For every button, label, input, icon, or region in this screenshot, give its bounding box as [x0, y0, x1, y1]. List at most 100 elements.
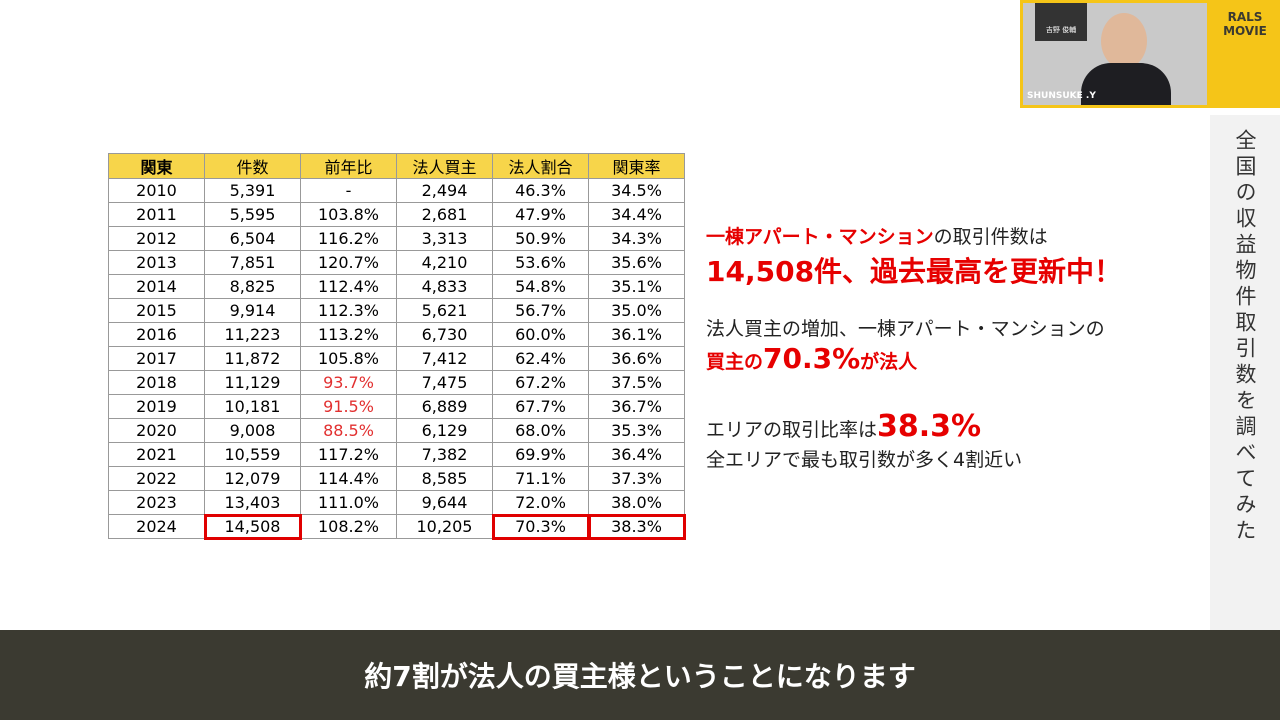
table-cell: 2011 — [108, 202, 205, 227]
table-cell: 72.0% — [492, 490, 589, 515]
table-cell: 11,129 — [204, 370, 301, 395]
table-cell: 36.7% — [588, 394, 685, 419]
table-cell: 91.5% — [300, 394, 397, 419]
caption-text: 約7割が法人の買主様ということになります — [364, 660, 916, 693]
table-cell: 5,595 — [204, 202, 301, 227]
table-cell: 7,382 — [396, 442, 493, 467]
header-cell: 関東率 — [588, 153, 685, 179]
table-cell: 103.8% — [300, 202, 397, 227]
table-cell: 10,559 — [204, 442, 301, 467]
table-row: 2017 11,872 105.8% 7,412 62.4% 36.6% — [108, 346, 685, 371]
table-cell: 2012 — [108, 226, 205, 251]
logo-text: MOVIE — [1223, 24, 1267, 38]
caption: 約7割が法人の買主様ということになります — [0, 630, 1280, 720]
table-cell: 2016 — [108, 322, 205, 347]
table-cell: 120.7% — [300, 250, 397, 275]
table-row: 2021 10,559 117.2% 7,382 69.9% 36.4% — [108, 442, 685, 467]
table-cell: 88.5% — [300, 418, 397, 443]
logo-text: RALS — [1227, 10, 1263, 24]
table-cell: 67.7% — [492, 394, 589, 419]
table-cell: 12,079 — [204, 466, 301, 491]
table-row: 2015 9,914 112.3% 5,621 56.7% 35.0% — [108, 298, 685, 323]
table-cell: 4,210 — [396, 250, 493, 275]
table-cell: 108.2% — [300, 514, 397, 539]
table-cell: 13,403 — [204, 490, 301, 515]
table-cell: 2,494 — [396, 178, 493, 203]
person-body — [1081, 63, 1171, 105]
table-cell: 3,313 — [396, 226, 493, 251]
table-cell: 62.4% — [492, 346, 589, 371]
sidebar-title: 全国の収益物件取引数を調べてみた — [1233, 129, 1257, 545]
table-cell: 37.5% — [588, 370, 685, 395]
table-row: 2022 12,079 114.4% 8,585 71.1% 37.3% — [108, 466, 685, 491]
logo: RALS MOVIE — [1210, 0, 1280, 108]
table-cell: 105.8% — [300, 346, 397, 371]
note-text: 一棟アパート・マンション — [706, 226, 934, 248]
table-cell: 2023 — [108, 490, 205, 515]
table-row: 2020 9,008 88.5% 6,129 68.0% 35.3% — [108, 418, 685, 443]
note-highlight: 70.3% — [763, 342, 861, 375]
table-cell: 11,872 — [204, 346, 301, 371]
note-text: 法人買主の増加、一棟アパート・マンションの — [706, 318, 1105, 340]
table-cell: 36.1% — [588, 322, 685, 347]
note-text: 全エリアで最も取引数が多く4割近い — [706, 449, 1023, 471]
table-row: 2013 7,851 120.7% 4,210 53.6% 35.6% — [108, 250, 685, 275]
table-cell: 2020 — [108, 418, 205, 443]
table-cell: 67.2% — [492, 370, 589, 395]
table-cell: 9,008 — [204, 418, 301, 443]
table-cell: 68.0% — [492, 418, 589, 443]
table-cell: 6,129 — [396, 418, 493, 443]
table-row: 2023 13,403 111.0% 9,644 72.0% 38.0% — [108, 490, 685, 515]
table-row: 2014 8,825 112.4% 4,833 54.8% 35.1% — [108, 274, 685, 299]
note-text: が法人 — [860, 351, 918, 373]
note-2: 法人買主の増加、一棟アパート・マンションの 買主の70.3%が法人 — [706, 314, 1105, 377]
table-cell: 112.4% — [300, 274, 397, 299]
table-cell: 93.7% — [300, 370, 397, 395]
table-cell: 4,833 — [396, 274, 493, 299]
table-cell: 8,825 — [204, 274, 301, 299]
table-cell: 116.2% — [300, 226, 397, 251]
table-cell: 5,621 — [396, 298, 493, 323]
table-row: 2011 5,595 103.8% 2,681 47.9% 34.4% — [108, 202, 685, 227]
webcam-sign: 吉野 俊輔 — [1035, 3, 1087, 41]
header-cell: 法人買主 — [396, 153, 493, 179]
table-cell: 2013 — [108, 250, 205, 275]
table-cell: 7,412 — [396, 346, 493, 371]
table-cell: 35.3% — [588, 418, 685, 443]
table-cell: 36.4% — [588, 442, 685, 467]
table-cell: 7,475 — [396, 370, 493, 395]
table-cell: 54.8% — [492, 274, 589, 299]
table-cell: 10,181 — [204, 394, 301, 419]
table-cell: 2014 — [108, 274, 205, 299]
note-text: エリアの取引比率は — [706, 419, 878, 441]
table-cell: 56.7% — [492, 298, 589, 323]
table-cell: 69.9% — [492, 442, 589, 467]
table-cell: 35.6% — [588, 250, 685, 275]
table-cell: 34.3% — [588, 226, 685, 251]
data-table: 関東 件数 前年比 法人買主 法人割合 関東率 2010 5,391-2,494 46.3% 34… — [108, 153, 686, 540]
header-cell: 関東 — [108, 153, 205, 179]
header-cell: 前年比 — [300, 153, 397, 179]
table-cell: 10,205 — [396, 514, 493, 539]
table-cell: 70.3% — [491, 513, 590, 540]
table-cell: 60.0% — [492, 322, 589, 347]
table-cell: 35.1% — [588, 274, 685, 299]
table-cell: 2022 — [108, 466, 205, 491]
table-row: 2010 5,391-2,494 46.3% 34.5% — [108, 178, 685, 203]
table-cell: 2018 — [108, 370, 205, 395]
table-row: 2012 6,504 116.2% 3,313 50.9% 34.3% — [108, 226, 685, 251]
table-cell: 11,223 — [204, 322, 301, 347]
table-cell: 47.9% — [492, 202, 589, 227]
table-cell: 71.1% — [492, 466, 589, 491]
header-cell: 件数 — [204, 153, 301, 179]
table-cell: 2017 — [108, 346, 205, 371]
table-cell: 9,644 — [396, 490, 493, 515]
table-cell: - — [300, 178, 397, 203]
table-cell: 111.0% — [300, 490, 397, 515]
header-cell: 法人割合 — [492, 153, 589, 179]
table-cell: 2015 — [108, 298, 205, 323]
table-cell: 2010 — [108, 178, 205, 203]
table-cell: 5,391 — [204, 178, 301, 203]
table-cell: 50.9% — [492, 226, 589, 251]
table-cell: 6,504 — [204, 226, 301, 251]
